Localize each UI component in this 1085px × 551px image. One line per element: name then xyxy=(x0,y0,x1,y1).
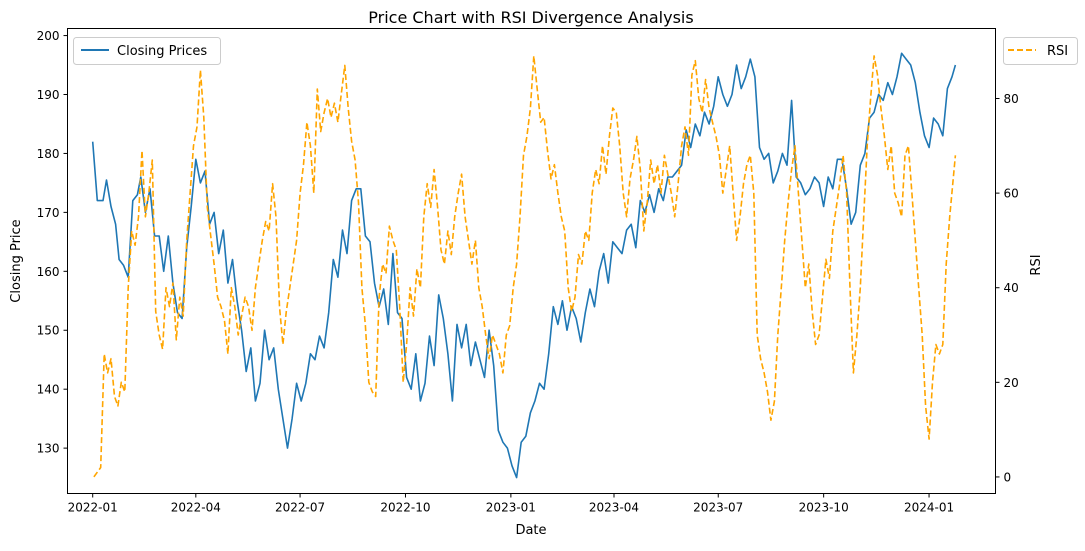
y-tick-label: 130 xyxy=(37,442,60,456)
y-tick-label: 170 xyxy=(37,206,60,220)
y2-tick-label: 60 xyxy=(1004,187,1019,201)
y2-tick-label: 0 xyxy=(1004,470,1012,484)
x-tick-label: 2022-01 xyxy=(68,501,118,515)
plot-area-frame xyxy=(67,28,996,494)
legend-left-box xyxy=(73,37,221,65)
y-axis-label: Closing Price xyxy=(9,219,24,302)
legend-right-box xyxy=(1003,37,1078,65)
y2-tick-label: 40 xyxy=(1004,281,1019,295)
y-axis-ticks: 130 140 150 160 170 180 190 200 xyxy=(37,29,68,456)
x-axis-label: Date xyxy=(515,523,546,538)
x-tick-label: 2022-04 xyxy=(171,501,221,515)
x-tick-label: 2024-01 xyxy=(904,501,954,515)
x-tick-label: 2023-10 xyxy=(799,501,849,515)
y-tick-label: 180 xyxy=(37,147,60,161)
y2-axis-ticks: 0 20 40 60 80 xyxy=(995,92,1019,484)
legend-closing-prices: Closing Prices xyxy=(73,37,221,65)
legend-left-label: Closing Prices xyxy=(117,44,207,59)
x-tick-label: 2022-10 xyxy=(380,501,430,515)
legend-rsi: RSI xyxy=(1003,37,1078,65)
y2-tick-label: 80 xyxy=(1004,92,1019,106)
chart-title: Price Chart with RSI Divergence Analysis xyxy=(368,8,693,27)
y-tick-label: 200 xyxy=(37,29,60,43)
y-tick-label: 190 xyxy=(37,88,60,102)
x-tick-label: 2022-07 xyxy=(275,501,325,515)
y-tick-label: 150 xyxy=(37,324,60,338)
x-tick-label: 2023-01 xyxy=(486,501,536,515)
rsi-line xyxy=(93,55,957,478)
y2-tick-label: 20 xyxy=(1004,376,1019,390)
y-tick-label: 160 xyxy=(37,265,60,279)
x-axis-ticks: 2022-01 2022-04 2022-07 2022-10 2023-01 2023-… xyxy=(68,493,954,515)
y-tick-label: 140 xyxy=(37,383,60,397)
x-tick-label: 2023-04 xyxy=(589,501,639,515)
series-layer xyxy=(91,52,957,479)
y2-axis-label: RSI xyxy=(1029,254,1044,275)
x-tick-label: 2023-07 xyxy=(693,501,743,515)
legend-right-label: RSI xyxy=(1047,44,1068,59)
closing-price-line xyxy=(91,52,957,479)
